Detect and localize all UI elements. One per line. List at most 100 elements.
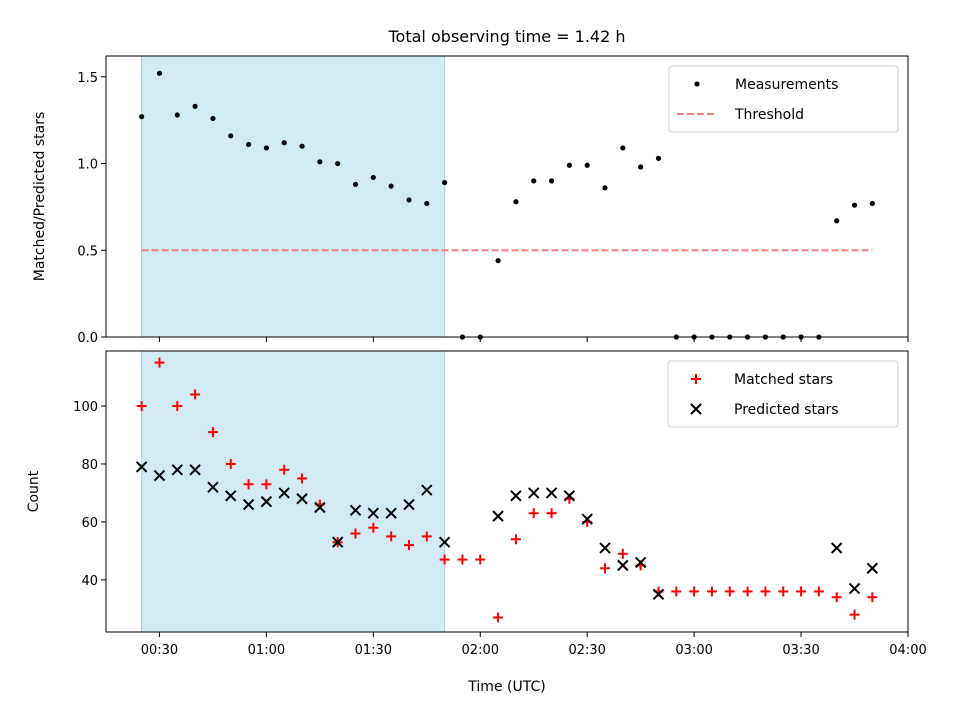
predicted-star-point bbox=[135, 461, 148, 473]
measurement-point bbox=[869, 200, 875, 207]
predicted-star-point bbox=[278, 487, 290, 499]
matched-star-point bbox=[225, 458, 236, 469]
measurement-point bbox=[245, 141, 252, 148]
measurement-point bbox=[156, 70, 163, 76]
y-tick-label: 60 bbox=[81, 516, 98, 531]
x-tick-label: 01:30 bbox=[355, 643, 392, 658]
measurement-point bbox=[281, 140, 287, 146]
measurement-point bbox=[174, 112, 180, 118]
predicted-star-point bbox=[385, 507, 397, 519]
predicted-star-point bbox=[207, 481, 219, 493]
matched-star-point bbox=[813, 586, 824, 597]
legend-label: Measurements bbox=[735, 77, 838, 93]
predicted-star-point bbox=[242, 498, 255, 511]
count-panel: 40 60 80 100 00:30 01:00 01:30 02:00 02:30 03:00… bbox=[26, 350, 927, 695]
y-axis-label: Count bbox=[26, 470, 42, 512]
matched-star-point bbox=[421, 531, 432, 542]
measurement-point bbox=[566, 162, 572, 168]
matched-star-point bbox=[510, 534, 521, 545]
measurement-point bbox=[317, 159, 323, 165]
predicted-star-point bbox=[189, 464, 201, 476]
matched-star-point bbox=[207, 427, 218, 438]
matched-star-point bbox=[136, 401, 147, 412]
predicted-star-point bbox=[421, 484, 433, 496]
y-tick-label: 40 bbox=[81, 574, 98, 589]
measurement-point bbox=[655, 155, 662, 161]
measurement-point bbox=[210, 115, 216, 122]
measurement-point bbox=[442, 180, 448, 186]
matched-star-point bbox=[849, 609, 860, 620]
y-axis-label: Matched/Predicted stars bbox=[32, 112, 48, 282]
predicted-star-point bbox=[617, 559, 629, 572]
observing-window-shade bbox=[141, 350, 446, 633]
measurement-point bbox=[424, 200, 430, 207]
predicted-star-point bbox=[225, 490, 237, 502]
matched-star-point bbox=[190, 389, 201, 400]
predicted-star-point bbox=[403, 498, 415, 511]
matched-star-point bbox=[172, 401, 183, 412]
predicted-star-point bbox=[260, 495, 273, 508]
axes-frame bbox=[105, 55, 909, 338]
legend-box bbox=[668, 65, 899, 133]
legend-swatch bbox=[694, 81, 700, 87]
matched-star-point bbox=[742, 586, 753, 597]
matched-star-point bbox=[297, 473, 308, 484]
predicted-star-point bbox=[153, 469, 166, 482]
measurement-point bbox=[531, 178, 537, 184]
y-tick-label: 80 bbox=[81, 458, 98, 473]
x-tick-label: 02:00 bbox=[462, 643, 499, 658]
legend: Measurements Threshold bbox=[668, 65, 899, 133]
y-tick-label: 0.0 bbox=[77, 331, 98, 346]
matched-star-point bbox=[439, 554, 450, 565]
matched-star-point bbox=[689, 586, 700, 597]
axes-frame bbox=[105, 350, 909, 633]
matched-star-point bbox=[724, 586, 735, 597]
observing-window-shade bbox=[141, 55, 446, 338]
y-axis-ticks: 0.0 0.5 1.0 1.5 bbox=[77, 71, 106, 346]
matched-star-point bbox=[350, 528, 361, 539]
matched-star-point bbox=[368, 522, 379, 533]
predicted-star-point bbox=[563, 490, 576, 502]
predicted-star-point bbox=[367, 507, 380, 519]
y-tick-label: 0.5 bbox=[77, 244, 98, 259]
ratio-panel: 0.0 0.5 1.0 1.5 Total observing time = 1.42… bbox=[32, 27, 909, 346]
measurement-point bbox=[620, 145, 626, 151]
matched-star-point bbox=[403, 540, 414, 551]
matched-star-point bbox=[671, 586, 682, 597]
predicted-star-point bbox=[634, 556, 647, 569]
matched-star-point bbox=[493, 612, 504, 623]
predicted-star-point bbox=[599, 542, 611, 554]
matched-star-point bbox=[867, 592, 878, 603]
measurement-point bbox=[584, 162, 590, 168]
measurement-point bbox=[299, 143, 305, 149]
matched-star-point bbox=[528, 508, 539, 519]
data-marks bbox=[139, 70, 875, 340]
matched-star-point bbox=[600, 563, 611, 574]
matched-star-point bbox=[796, 586, 807, 597]
matched-star-point bbox=[457, 554, 468, 565]
legend-label: Matched stars bbox=[734, 372, 833, 388]
legend-swatch bbox=[690, 403, 702, 415]
matched-star-point bbox=[617, 548, 628, 559]
x-tick-label: 03:00 bbox=[675, 643, 712, 658]
measurement-point bbox=[602, 185, 608, 191]
matched-star-point bbox=[279, 464, 290, 475]
predicted-star-point bbox=[171, 464, 183, 476]
matched-star-point bbox=[243, 479, 254, 490]
measurement-point bbox=[228, 133, 234, 139]
matched-star-point bbox=[154, 357, 165, 368]
measurement-point bbox=[388, 183, 394, 189]
predicted-star-point bbox=[581, 513, 593, 525]
legend-label: Predicted stars bbox=[734, 402, 839, 418]
measurement-point bbox=[192, 103, 198, 109]
measurement-point bbox=[139, 114, 145, 120]
legend-box bbox=[667, 360, 899, 428]
matched-star-point bbox=[475, 554, 486, 565]
measurement-point bbox=[495, 258, 501, 264]
measurement-point bbox=[335, 160, 341, 167]
matched-star-point bbox=[261, 479, 272, 490]
predicted-star-point bbox=[545, 487, 558, 499]
predicted-star-point bbox=[652, 588, 665, 601]
matched-star-point bbox=[760, 586, 771, 597]
